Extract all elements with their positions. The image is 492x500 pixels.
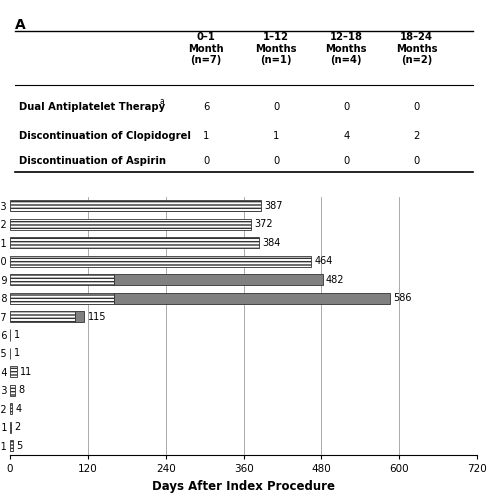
Text: 2: 2 [14, 422, 21, 432]
Bar [10, 292, 114, 304]
Text: 1: 1 [14, 348, 20, 358]
Bar [10, 385, 15, 396]
X-axis label: Days After Index Procedure: Days After Index Procedure [152, 480, 335, 492]
Bar [10, 274, 114, 285]
Text: 0: 0 [343, 156, 349, 166]
Text: 464: 464 [314, 256, 333, 266]
Text: 12–18
Months
(n=4): 12–18 Months (n=4) [326, 32, 367, 66]
Text: 5: 5 [16, 441, 23, 451]
Text: 18–24
Months
(n=2): 18–24 Months (n=2) [396, 32, 437, 66]
Bar [10, 311, 75, 322]
Bar [10, 422, 11, 433]
Text: A: A [15, 18, 25, 32]
Text: 0–1
Month
(n=7): 0–1 Month (n=7) [188, 32, 224, 66]
Bar [10, 404, 12, 414]
Text: 1: 1 [273, 130, 279, 140]
Text: 1–12
Months
(n=1): 1–12 Months (n=1) [255, 32, 297, 66]
Text: 0: 0 [413, 156, 420, 166]
Text: a: a [159, 96, 164, 106]
Text: Discontinuation of Aspirin: Discontinuation of Aspirin [19, 156, 166, 166]
Text: 0: 0 [343, 102, 349, 113]
Text: Dual Antiplatelet Therapy: Dual Antiplatelet Therapy [19, 102, 165, 113]
Text: 2: 2 [413, 130, 420, 140]
Text: 0: 0 [273, 102, 279, 113]
Text: 1: 1 [203, 130, 209, 140]
Text: 6: 6 [203, 102, 209, 113]
Text: 372: 372 [254, 219, 273, 229]
Text: 4: 4 [16, 404, 22, 414]
Bar [75, 311, 85, 322]
Bar [114, 292, 390, 304]
Text: 0: 0 [413, 102, 420, 113]
Bar [114, 274, 323, 285]
Text: 4: 4 [343, 130, 349, 140]
Bar [10, 237, 259, 248]
Bar [10, 218, 251, 230]
Text: 11: 11 [20, 367, 32, 377]
Text: Discontinuation of Clopidogrel: Discontinuation of Clopidogrel [19, 130, 191, 140]
Bar [10, 440, 13, 452]
Text: 482: 482 [326, 274, 344, 284]
Text: 586: 586 [394, 293, 412, 303]
Text: 0: 0 [203, 156, 209, 166]
Bar [10, 256, 311, 266]
Text: 8: 8 [18, 386, 25, 396]
Bar [10, 200, 261, 211]
Bar [10, 366, 17, 378]
Text: 387: 387 [264, 201, 283, 211]
Text: 1: 1 [14, 330, 20, 340]
Text: 115: 115 [88, 312, 106, 322]
Text: 384: 384 [262, 238, 281, 248]
Text: 0: 0 [273, 156, 279, 166]
